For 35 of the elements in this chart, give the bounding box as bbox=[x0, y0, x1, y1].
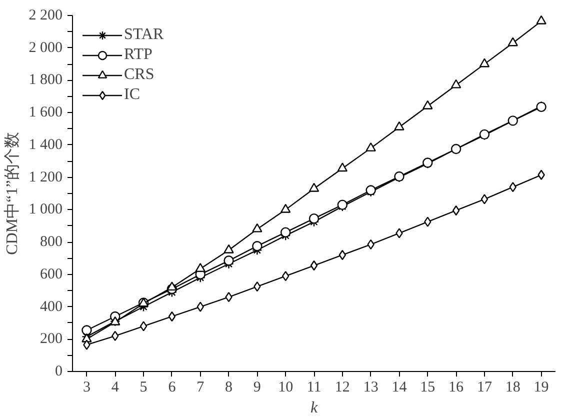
x-tick-label: 18 bbox=[505, 380, 520, 396]
legend-label: STAR bbox=[124, 26, 164, 44]
y-tick-label: 400 bbox=[40, 298, 62, 315]
x-tick-label: 9 bbox=[253, 380, 261, 396]
y-tick-label: 1 800 bbox=[28, 72, 62, 88]
x-tick-label: 12 bbox=[334, 380, 350, 396]
y-tick-label: 1 600 bbox=[28, 104, 62, 121]
x-tick-label: 4 bbox=[111, 380, 120, 396]
y-tick-label: 1 000 bbox=[28, 202, 62, 218]
x-tick-label: 15 bbox=[420, 380, 436, 396]
x-tick-label: 11 bbox=[306, 380, 322, 396]
x-tick-label: 17 bbox=[476, 380, 492, 396]
x-tick-label: 6 bbox=[168, 380, 176, 396]
y-tick-label: 1 200 bbox=[28, 169, 62, 186]
legend-label: CRS bbox=[124, 66, 154, 84]
x-tick-label: 16 bbox=[448, 380, 464, 396]
y-tick-label: 600 bbox=[40, 266, 62, 282]
x-axis-title: k bbox=[310, 400, 318, 416]
y-tick-label: 2 000 bbox=[28, 40, 62, 56]
x-tick-label: 14 bbox=[392, 380, 408, 396]
y-tick-label: 2 200 bbox=[28, 8, 62, 24]
x-tick-label: 19 bbox=[534, 380, 549, 396]
x-tick-label: 8 bbox=[225, 380, 233, 396]
x-tick-label: 5 bbox=[140, 380, 148, 396]
legend-label: IC bbox=[124, 86, 141, 104]
x-tick-label: 10 bbox=[278, 380, 294, 396]
x-tick-label: 13 bbox=[363, 380, 378, 396]
y-axis-title: CDM中“1”的个数 bbox=[2, 132, 21, 255]
x-tick-label: 7 bbox=[196, 380, 205, 396]
y-tick-label: 1 400 bbox=[28, 136, 62, 153]
y-tick-label: 200 bbox=[40, 331, 62, 348]
y-tick-label: 800 bbox=[40, 234, 62, 250]
x-tick-label: 3 bbox=[82, 380, 90, 396]
legend-label: RTP bbox=[124, 46, 152, 64]
y-tick-label: 0 bbox=[55, 364, 62, 380]
